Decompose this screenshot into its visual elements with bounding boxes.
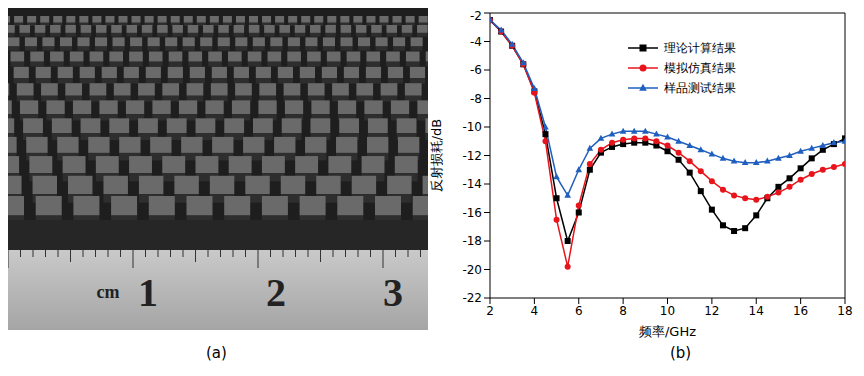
html-text:模拟仿真结果: 模拟仿真结果 bbox=[664, 60, 736, 75]
svg-text:4: 4 bbox=[531, 304, 539, 318]
svg-text:18: 18 bbox=[837, 304, 852, 318]
svg-text:cm: cm bbox=[97, 282, 120, 302]
svg-text:10: 10 bbox=[660, 304, 675, 318]
svg-text:8: 8 bbox=[619, 304, 627, 318]
svg-text:频率/GHz: 频率/GHz bbox=[639, 324, 696, 339]
svg-text:1: 1 bbox=[138, 270, 158, 315]
svg-text:12: 12 bbox=[704, 304, 719, 318]
svg-text:-6: -6 bbox=[470, 63, 482, 77]
html-text:样品测试结果: 样品测试结果 bbox=[664, 80, 736, 95]
html-text:(b): (b) bbox=[670, 344, 692, 362]
svg-text:-4: -4 bbox=[470, 35, 482, 49]
svg-text:6: 6 bbox=[575, 304, 583, 318]
svg-text:-2: -2 bbox=[470, 9, 482, 23]
svg-text:-16: -16 bbox=[462, 206, 482, 220]
svg-text:反射损耗/dB: 反射损耗/dB bbox=[429, 119, 444, 193]
svg-text:-22: -22 bbox=[462, 291, 482, 305]
svg-text:2: 2 bbox=[266, 270, 286, 315]
svg-text:-12: -12 bbox=[462, 149, 482, 163]
svg-text:16: 16 bbox=[793, 304, 808, 318]
svg-text:14: 14 bbox=[749, 304, 764, 318]
svg-text:-14: -14 bbox=[462, 177, 482, 191]
html-text:(a): (a) bbox=[206, 344, 227, 362]
svg-text:2: 2 bbox=[486, 304, 494, 318]
svg-text:-20: -20 bbox=[462, 263, 482, 277]
html-text:理论计算结果: 理论计算结果 bbox=[664, 40, 736, 55]
svg-text:-18: -18 bbox=[462, 234, 482, 248]
svg-text:-10: -10 bbox=[462, 120, 482, 134]
svg-text:-8: -8 bbox=[470, 92, 482, 106]
svg-text:3: 3 bbox=[383, 270, 403, 315]
